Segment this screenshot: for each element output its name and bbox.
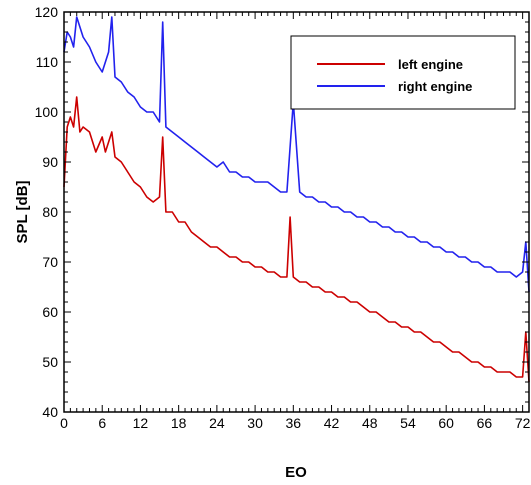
y-tick-label: 120: [35, 4, 59, 20]
y-tick-label: 80: [42, 204, 58, 220]
x-tick-label: 18: [171, 415, 187, 431]
x-tick-label: 72: [515, 415, 531, 431]
x-tick-label: 42: [324, 415, 340, 431]
y-tick-label: 40: [42, 404, 58, 420]
legend-label-left-engine: left engine: [398, 57, 463, 72]
y-tick-label: 50: [42, 354, 58, 370]
x-tick-label: 6: [98, 415, 106, 431]
x-tick-label: 48: [362, 415, 378, 431]
legend-box: [290, 35, 516, 110]
x-axis-title: EO: [285, 464, 307, 481]
y-tick-label: 110: [36, 54, 59, 70]
y-tick-label: 100: [35, 104, 59, 120]
y-tick-label: 70: [42, 254, 58, 270]
y-tick-label: 60: [42, 304, 58, 320]
x-tick-label: 30: [247, 415, 263, 431]
y-axis-title: SPL [dB]: [14, 180, 31, 243]
x-tick-label: 66: [477, 415, 493, 431]
x-tick-label: 60: [438, 415, 454, 431]
x-tick-label: 12: [133, 415, 149, 431]
x-tick-label: 54: [400, 415, 416, 431]
x-tick-label: 0: [60, 415, 68, 431]
x-tick-label: 36: [286, 415, 302, 431]
series-line-left-engine: [63, 96, 530, 383]
y-tick-label: 90: [42, 154, 58, 170]
series-layer: [63, 16, 530, 383]
legend: left engine right engine: [290, 35, 516, 110]
series-line-right-engine: [63, 16, 530, 293]
x-tick-label: 24: [209, 415, 225, 431]
legend-label-right-engine: right engine: [398, 79, 472, 94]
tick-layer: 0 6 12 18 24 30 36 42 48 54 60 66 72 40 50 60 70 80 90 100 1…: [35, 4, 531, 431]
